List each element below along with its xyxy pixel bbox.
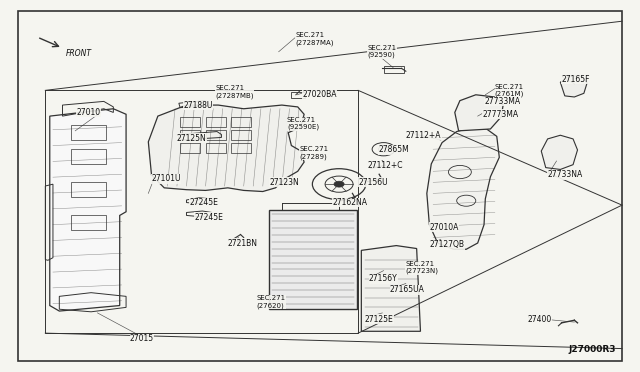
Bar <box>231 117 252 127</box>
Text: 27156Y: 27156Y <box>369 274 397 283</box>
Bar <box>180 117 200 127</box>
Bar <box>383 66 404 73</box>
Text: 27101U: 27101U <box>152 174 181 183</box>
Text: 27245E: 27245E <box>189 198 218 207</box>
Text: 27733NA: 27733NA <box>548 170 583 179</box>
Text: 27125N: 27125N <box>177 134 207 143</box>
Text: 27112+A: 27112+A <box>406 131 442 140</box>
Bar <box>71 149 106 164</box>
Text: SEC.271
(2761M): SEC.271 (2761M) <box>495 84 524 97</box>
Polygon shape <box>455 95 503 131</box>
Text: 27165UA: 27165UA <box>390 285 425 294</box>
Text: 27245E: 27245E <box>195 213 223 222</box>
Text: 27773MA: 27773MA <box>482 110 518 119</box>
Text: 27188U: 27188U <box>183 100 212 110</box>
Text: 27165F: 27165F <box>562 75 590 84</box>
Text: SEC.271
(27620): SEC.271 (27620) <box>257 295 285 309</box>
Text: SEC.271
(27723N): SEC.271 (27723N) <box>406 261 439 275</box>
Text: SEC.271
(27287MA): SEC.271 (27287MA) <box>296 32 334 46</box>
Text: 27010: 27010 <box>77 108 100 117</box>
Text: 27162NA: 27162NA <box>333 198 368 207</box>
Polygon shape <box>269 210 357 309</box>
Bar <box>180 130 200 140</box>
Polygon shape <box>148 105 304 192</box>
Bar <box>231 130 252 140</box>
Text: 27010A: 27010A <box>429 223 459 232</box>
Text: 27400: 27400 <box>527 315 552 324</box>
Bar <box>231 142 252 153</box>
Text: SEC.271
(92590E): SEC.271 (92590E) <box>287 117 319 130</box>
Text: 27733MA: 27733MA <box>484 97 520 106</box>
Polygon shape <box>50 109 126 311</box>
Text: 27865M: 27865M <box>378 145 409 154</box>
Text: 27020BA: 27020BA <box>302 90 337 99</box>
Text: 27125E: 27125E <box>365 315 393 324</box>
Bar <box>71 182 106 197</box>
Circle shape <box>334 181 344 187</box>
Polygon shape <box>561 76 587 97</box>
Text: SEC.271
(27289): SEC.271 (27289) <box>300 146 329 160</box>
Bar <box>180 142 200 153</box>
Text: 27156U: 27156U <box>358 178 388 187</box>
Polygon shape <box>362 246 420 331</box>
Text: 27127QB: 27127QB <box>430 240 465 249</box>
Text: 2721BN: 2721BN <box>228 238 258 247</box>
Bar <box>71 125 106 140</box>
Polygon shape <box>427 127 499 249</box>
Text: SEC.271
(92590): SEC.271 (92590) <box>368 45 397 58</box>
Bar <box>205 117 226 127</box>
Text: FRONT: FRONT <box>66 49 92 58</box>
Bar <box>291 92 305 98</box>
Bar <box>205 130 226 140</box>
Text: SEC.271
(27287MB): SEC.271 (27287MB) <box>215 86 253 99</box>
Text: 27112+C: 27112+C <box>368 161 403 170</box>
Text: 27123N: 27123N <box>269 178 299 187</box>
Bar <box>71 215 106 230</box>
Bar <box>205 142 226 153</box>
Text: J27000R3: J27000R3 <box>568 346 616 355</box>
Text: 27015: 27015 <box>130 334 154 343</box>
Polygon shape <box>541 135 577 170</box>
